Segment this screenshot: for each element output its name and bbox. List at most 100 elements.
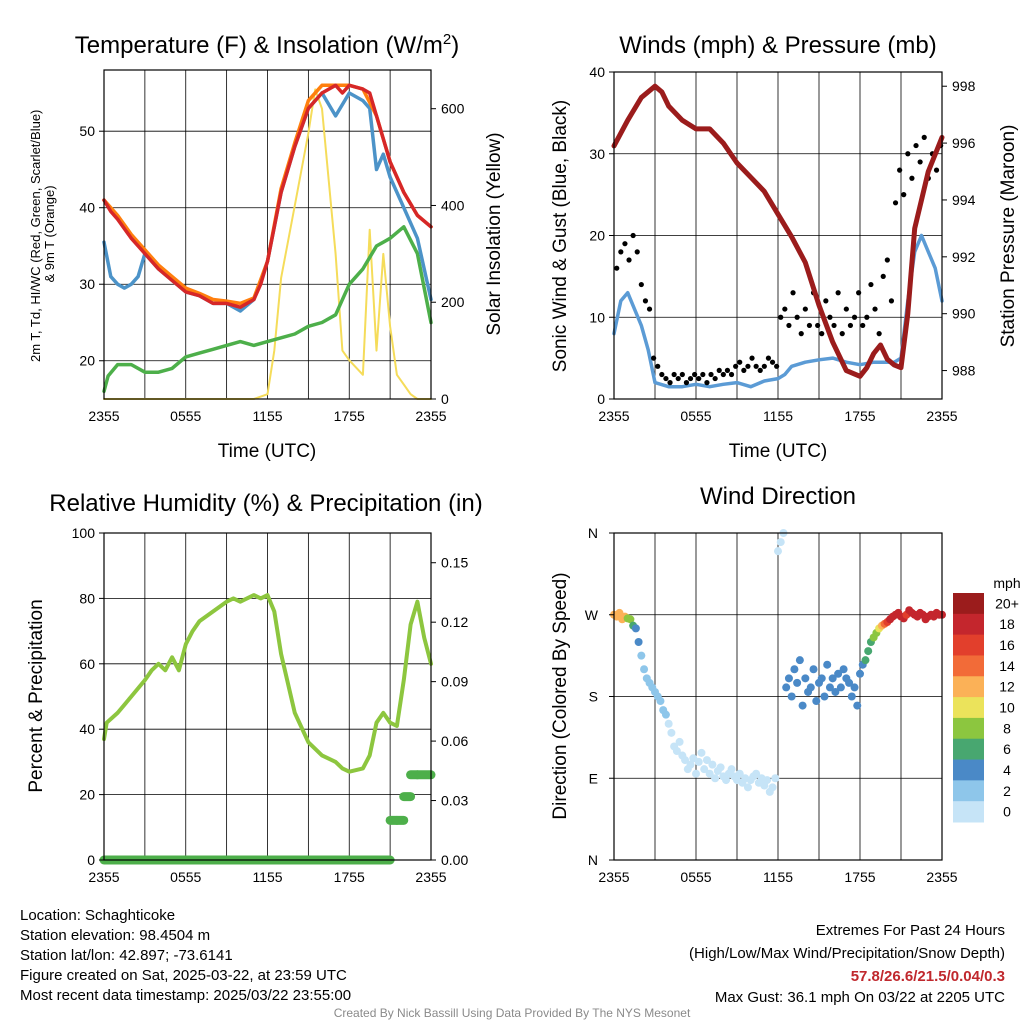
- winds-gust-point: [720, 371, 726, 378]
- recent-text: Most recent data timestamp: 2025/03/22 2…: [20, 987, 352, 1004]
- humidity-xtick-label: 2355: [88, 869, 119, 885]
- winds-gust-point: [683, 380, 690, 386]
- created-text: Figure created on Sat, 2025-03-22, at 23…: [20, 967, 347, 984]
- winds-gust-point: [868, 281, 874, 288]
- extremes-box: Extremes For Past 24 Hours (High/Low/Max…: [689, 919, 1005, 1008]
- direction-point: [675, 737, 684, 746]
- colorbar-label: 16: [999, 637, 1015, 653]
- direction-point: [825, 683, 834, 692]
- winds-gust-point: [888, 298, 895, 304]
- direction-point: [828, 674, 837, 683]
- winds-ytick-label: 40: [589, 64, 605, 80]
- colorbar-swatch: [953, 801, 984, 823]
- direction-ytick-label: N: [588, 852, 598, 868]
- temperature-ytick-right-label: 0: [441, 391, 449, 407]
- temperature-xtick-label: 1155: [252, 408, 282, 424]
- winds-gust-point: [794, 314, 800, 320]
- station-info: Location: Schaghticoke Station elevation…: [20, 906, 351, 1006]
- location-text: Location: Schaghticoke: [20, 907, 176, 924]
- winds-ytick-right-label: 990: [952, 306, 976, 322]
- winds-xtick-label: 0555: [680, 408, 711, 424]
- winds-gust-point: [753, 363, 759, 369]
- direction-point: [743, 783, 752, 792]
- winds-gust-point: [638, 281, 644, 288]
- direction-point: [847, 692, 856, 701]
- humidity-ytick-label: 80: [79, 590, 95, 606]
- direction-point: [864, 647, 873, 656]
- direction-point: [722, 776, 731, 785]
- temperature-ytick-right-label: 400: [441, 197, 465, 213]
- winds-xtick-label: 2355: [926, 408, 957, 424]
- winds-gust-point: [884, 257, 890, 263]
- direction-point: [787, 692, 796, 701]
- humidity-ytick-right-label: 0.09: [441, 674, 468, 690]
- direction-point: [656, 697, 665, 706]
- direction-point: [763, 776, 772, 785]
- humidity-ytick-label: 20: [79, 787, 95, 803]
- winds-gust-point: [667, 380, 673, 386]
- winds-gust-point: [864, 314, 870, 320]
- direction-point: [850, 683, 859, 692]
- winds-panel: Winds (mph) & Pressure (mb) 2355 0555 1155…: [550, 32, 1019, 462]
- colorbar-swatch: [953, 759, 984, 781]
- temperature-xtick-label: 1755: [334, 408, 365, 424]
- direction-point: [716, 763, 725, 772]
- temperature-series-2m-t: [102, 83, 433, 309]
- winds-gust-point: [716, 367, 722, 373]
- winds-gust-point: [659, 371, 665, 378]
- colorbar-swatch: [953, 780, 984, 802]
- winds-ytick-label: 0: [597, 391, 605, 407]
- winds-gust-point: [798, 331, 804, 337]
- extremes-title: Extremes For Past 24 Hours: [815, 922, 1005, 939]
- latlon-text: Station lat/lon: 42.897; -73.6141: [20, 947, 233, 964]
- colorbar-swatch: [953, 655, 984, 677]
- max-gust-text: Max Gust: 36.1 mph On 03/22 at 2205 UTC: [714, 989, 1005, 1006]
- winds-ytick-label: 30: [589, 146, 605, 162]
- direction-point: [795, 656, 804, 665]
- direction-point: [836, 683, 845, 692]
- humidity-ytick-right-label: 0.12: [441, 614, 468, 630]
- temperature-ytick-label: 30: [79, 276, 95, 292]
- humidity-xtick-label: 1155: [252, 869, 282, 885]
- winds-gust-point: [806, 322, 813, 329]
- direction-point: [681, 756, 690, 765]
- direction-point: [727, 765, 736, 774]
- direction-point: [626, 615, 635, 624]
- winds-xtick-label: 1155: [763, 408, 793, 424]
- colorbar-label: 6: [1003, 741, 1011, 757]
- direction-point: [667, 728, 676, 737]
- winds-gust-point: [769, 359, 776, 365]
- direction-point: [702, 756, 711, 765]
- direction-point: [752, 769, 761, 778]
- winds-gust-point: [847, 322, 854, 329]
- colorbar-label: 20+: [995, 595, 1019, 611]
- direction-point: [817, 674, 826, 683]
- winds-gust-point: [786, 322, 792, 329]
- humidity-ytick-right-label: 0.00: [441, 852, 468, 868]
- winds-gust-point: [765, 355, 772, 361]
- direction-point: [637, 651, 646, 660]
- temperature-ylabel-right: Solar Insolation (Yellow): [484, 132, 505, 335]
- winds-gust-point: [880, 273, 886, 279]
- direction-point: [806, 683, 815, 692]
- winds-gust-point: [679, 371, 685, 378]
- winds-gust-point: [671, 371, 677, 378]
- winds-gust-point: [728, 371, 735, 378]
- humidity-series-relative-humidity: [102, 593, 433, 774]
- direction-point: [768, 783, 777, 792]
- direction-point: [640, 665, 649, 674]
- direction-point: [672, 747, 681, 755]
- winds-gust-point: [823, 298, 829, 304]
- direction-point: [735, 769, 744, 778]
- winds-gust-point: [851, 314, 858, 320]
- temperature-ytick-label: 40: [79, 200, 95, 216]
- direction-point: [634, 638, 643, 646]
- temperature-ytick-label: 50: [79, 123, 95, 139]
- direction-point: [839, 665, 848, 674]
- winds-gust-point: [774, 363, 780, 369]
- temperature-xtick-label: 2355: [88, 408, 119, 424]
- winds-ylabel-left: Sonic Wind & Gust (Blue, Black): [550, 100, 571, 372]
- winds-gust-point: [872, 306, 878, 312]
- direction-point: [700, 765, 709, 774]
